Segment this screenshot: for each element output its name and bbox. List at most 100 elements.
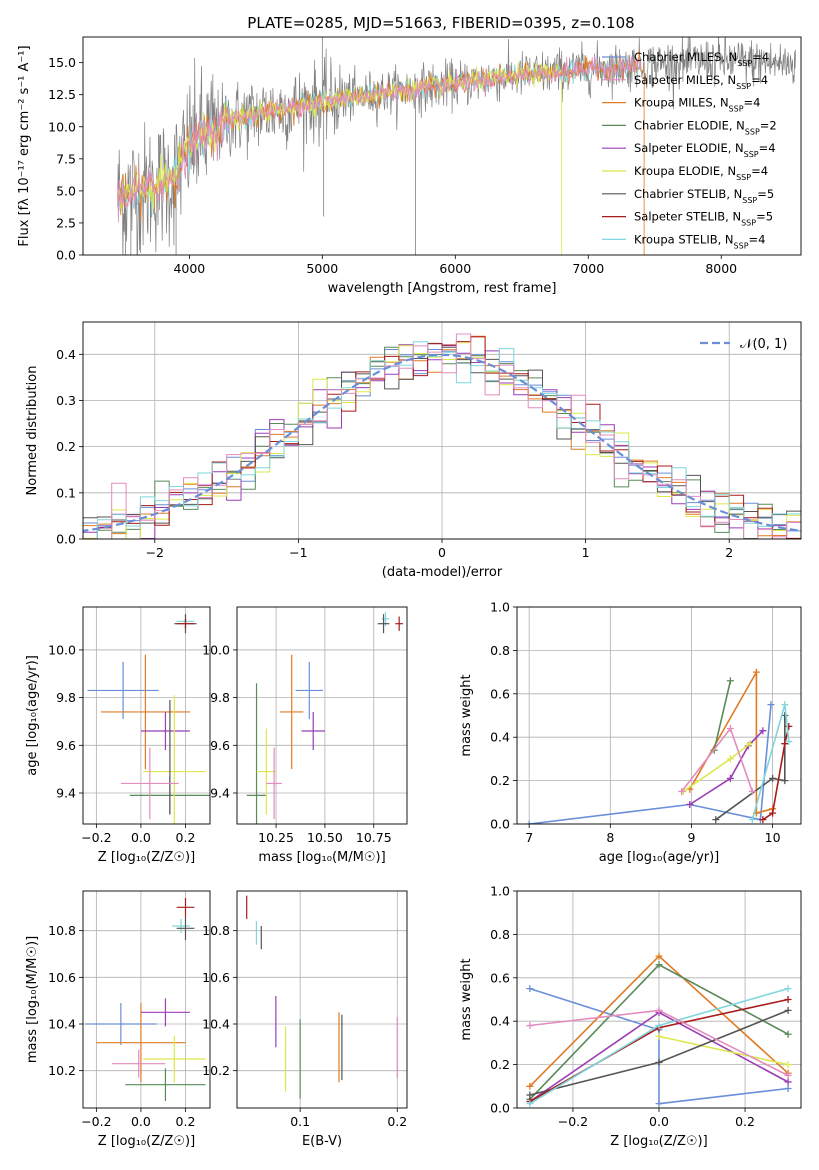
x-tick-label: 0	[438, 545, 446, 560]
x-tick-label: 4000	[173, 261, 205, 276]
y-tick-label: 0.2	[56, 439, 76, 454]
y-tick-label: 0.2	[490, 1057, 510, 1072]
weight-marker	[784, 985, 792, 993]
y-tick-label: 0.8	[490, 927, 510, 942]
mass_vs_Z-axes: −0.2 0.0 0.2 10.2 10.4 10.6 10.8 Z [log₁₀(Z/Z☉)…	[25, 890, 211, 1149]
x-axis-label: Z [log₁₀(Z/Z☉)]	[98, 1134, 195, 1149]
errorbar-point	[301, 711, 325, 751]
y-axis-label: age [log₁₀(age/yr)]	[25, 655, 40, 776]
weight-series-line	[689, 730, 764, 806]
x-tick-label: 0.1	[290, 1114, 310, 1129]
y-tick-label: 7.5	[56, 151, 76, 166]
x-axis-label: age [log₁₀(age/yr)]	[599, 850, 720, 865]
residuals-frame	[82, 321, 802, 540]
age_vs_mass-frame	[236, 606, 408, 825]
spectrum-model-line	[117, 55, 642, 223]
weight_vs_age-plot-area	[525, 668, 793, 824]
errorbar-point	[140, 998, 190, 1027]
weight-marker	[785, 738, 793, 746]
x-tick-label: 0.2	[176, 830, 196, 845]
weight-marker	[781, 777, 789, 785]
mass_vs_ebv-axes: 0.1 0.2 10.2 10.4 10.6 10.8 E(B-V)	[202, 890, 408, 1149]
x-tick-label: 8000	[705, 261, 737, 276]
weight-marker	[784, 1030, 792, 1038]
weight-marker	[655, 961, 663, 969]
y-tick-label: 0.8	[490, 643, 510, 658]
y-tick-label: 10.8	[202, 923, 230, 938]
mass_vs_Z-frame	[82, 890, 211, 1109]
x-tick-label: 0.0	[131, 1114, 151, 1129]
weight-marker	[655, 1032, 663, 1040]
spectrum-model-line	[117, 56, 642, 217]
y-tick-label: 0.1	[56, 485, 76, 500]
y-tick-label: 1.0	[490, 600, 510, 615]
weight-marker	[726, 677, 734, 685]
x-tick-label: −1	[289, 545, 307, 560]
x-tick-label: 1	[582, 545, 590, 560]
errorbar-point	[395, 616, 404, 631]
weight-marker	[746, 740, 754, 748]
y-tick-label: 10.0	[48, 119, 76, 134]
weight-marker	[784, 1084, 792, 1092]
y-tick-label: 10.4	[48, 1017, 76, 1032]
y-tick-label: 9.6	[56, 738, 76, 753]
x-axis-label: (data-model)/error	[382, 565, 503, 580]
y-tick-label: 10.6	[202, 970, 230, 985]
weight-marker	[526, 985, 534, 993]
x-tick-label: 0.2	[387, 1114, 407, 1129]
x-tick-label: 0.0	[131, 830, 151, 845]
residuals-plot-area	[83, 333, 801, 539]
x-axis-label: E(B-V)	[302, 1134, 342, 1149]
weight_vs_age-frame	[516, 606, 802, 825]
y-tick-label: 0.0	[490, 817, 510, 832]
weight-marker	[748, 787, 756, 795]
legend-label: Kroupa MILES, NSSP=4	[634, 96, 760, 114]
weight-marker	[767, 701, 775, 709]
x-tick-label: 8	[606, 830, 614, 845]
y-axis-label: Normed distribution	[25, 366, 40, 496]
weight-marker	[686, 800, 694, 808]
spectrum-plot-area	[117, 37, 797, 255]
y-tick-label: 0.4	[490, 730, 510, 745]
weight-marker	[678, 787, 686, 795]
errorbar-point	[87, 661, 159, 720]
errorbar-point	[176, 898, 195, 917]
legend-label: Chabrier ELODIE, NSSP=2	[634, 118, 777, 136]
y-tick-label: 0.0	[490, 1101, 510, 1116]
y-tick-label: 10.6	[48, 970, 76, 985]
errorbar-point	[176, 618, 195, 629]
x-tick-label: 6000	[439, 261, 471, 276]
x-tick-label: 2	[725, 545, 733, 560]
weight-marker	[526, 1091, 534, 1099]
y-axis-label: mass weight	[459, 674, 474, 756]
weight-marker	[769, 774, 777, 782]
x-tick-label: 10	[765, 830, 781, 845]
weight-marker	[781, 701, 789, 709]
age_vs_Z-plot-area	[87, 614, 210, 824]
y-tick-label: 0.6	[490, 686, 510, 701]
figure-title: PLATE=0285, MJD=51663, FIBERID=0395, z=0…	[247, 14, 634, 32]
x-tick-label: −0.2	[81, 830, 111, 845]
x-tick-label: 10.25	[258, 830, 294, 845]
weight_vs_age-axes: 7 8 9 10 0.0 0.2 0.4 0.6 0.8 1.0 age [log₁₀(age/yr…	[459, 600, 802, 865]
legend-label: Kroupa ELODIE, NSSP=4	[634, 164, 768, 182]
weight-marker	[726, 755, 734, 763]
spectrum-frame	[82, 36, 802, 256]
age_vs_Z-frame	[82, 606, 211, 825]
weight-series-line	[762, 726, 790, 821]
y-tick-label: 0.4	[490, 1014, 510, 1029]
y-axis-label: mass [log₁₀(M/M☉)]	[25, 936, 40, 1063]
legend-label: Salpeter MILES, NSSP=4	[634, 73, 768, 91]
y-tick-label: 5.0	[56, 183, 76, 198]
weight-marker	[759, 816, 767, 824]
legend-label: 𝒩(0, 1)	[740, 337, 787, 352]
errorbar-point	[143, 695, 206, 824]
y-axis-label: Flux [fλ 10⁻¹⁷ erg cm⁻² s⁻¹ A⁻¹]	[17, 45, 32, 246]
y-tick-label: 0.4	[56, 347, 76, 362]
y-tick-label: 10.4	[202, 1017, 230, 1032]
x-tick-label: 7	[525, 830, 533, 845]
errorbar-point	[120, 747, 179, 820]
mass_vs_ebv-frame	[236, 890, 408, 1109]
weight-marker	[655, 952, 663, 960]
